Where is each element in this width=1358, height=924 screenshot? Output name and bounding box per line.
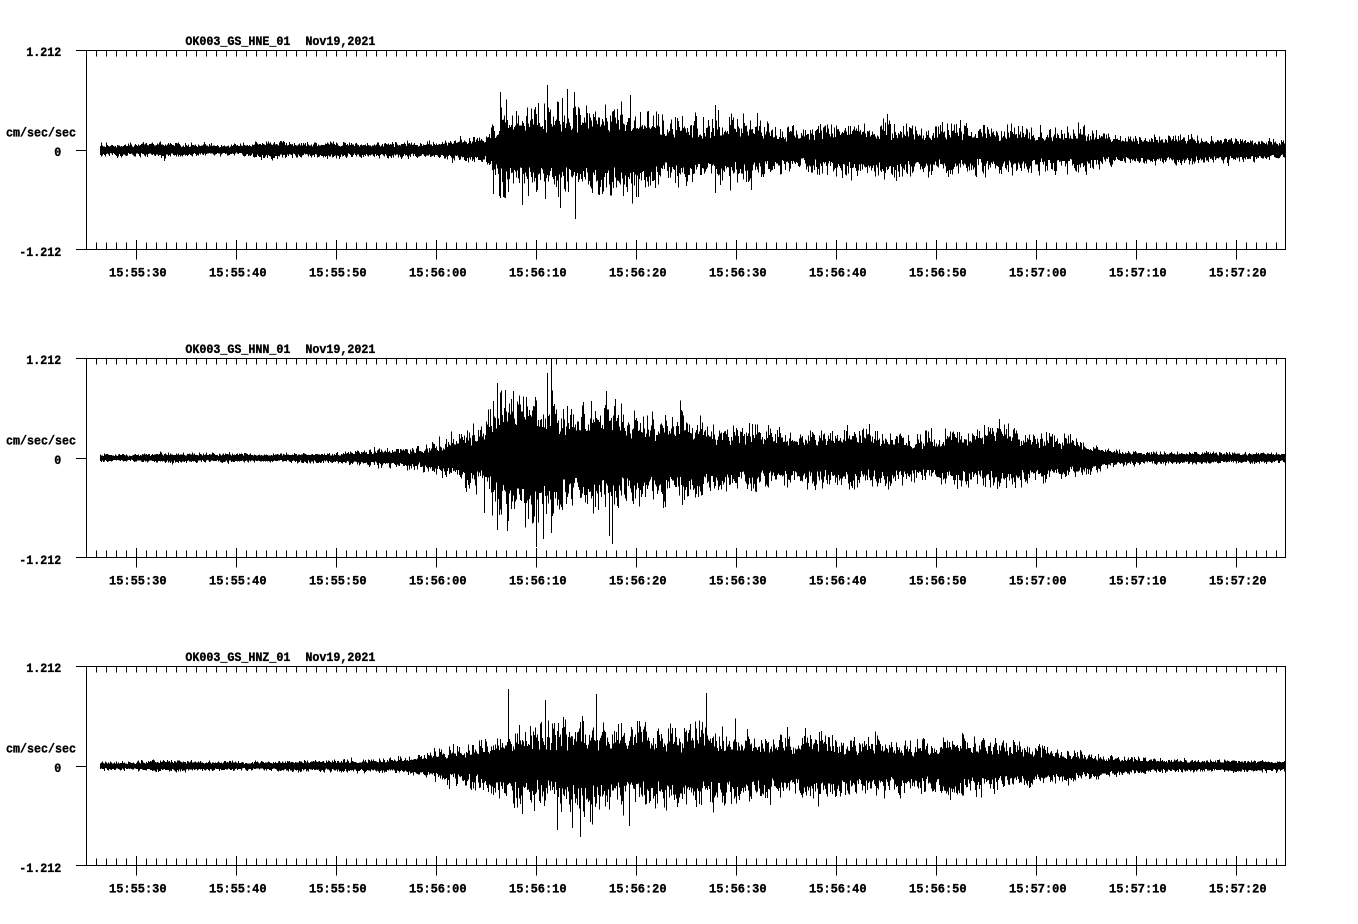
svg-text:15:56:00: 15:56:00 (409, 882, 467, 897)
svg-text:15:56:10: 15:56:10 (509, 266, 567, 281)
svg-text:15:55:50: 15:55:50 (309, 882, 367, 897)
svg-text:15:55:40: 15:55:40 (209, 882, 267, 897)
svg-text:15:56:10: 15:56:10 (509, 882, 567, 897)
svg-text:-1.212: -1.212 (19, 861, 61, 876)
svg-text:15:56:40: 15:56:40 (809, 266, 867, 281)
svg-text:0: 0 (54, 761, 61, 776)
svg-text:Nov19,2021: Nov19,2021 (305, 650, 375, 665)
svg-text:15:56:20: 15:56:20 (609, 574, 667, 589)
svg-text:15:55:40: 15:55:40 (209, 574, 267, 589)
svg-text:15:56:50: 15:56:50 (909, 266, 967, 281)
svg-text:15:55:50: 15:55:50 (309, 266, 367, 281)
svg-text:cm/sec/sec: cm/sec/sec (6, 433, 76, 448)
svg-text:15:57:10: 15:57:10 (1109, 266, 1167, 281)
svg-text:15:56:30: 15:56:30 (709, 574, 767, 589)
svg-text:15:55:30: 15:55:30 (109, 882, 167, 897)
svg-text:0: 0 (54, 145, 61, 160)
svg-text:15:56:50: 15:56:50 (909, 882, 967, 897)
svg-text:15:56:30: 15:56:30 (709, 266, 767, 281)
svg-text:15:57:20: 15:57:20 (1209, 266, 1267, 281)
svg-text:OK003_GS_HNZ_01: OK003_GS_HNZ_01 (185, 650, 290, 665)
svg-text:15:57:10: 15:57:10 (1109, 574, 1167, 589)
svg-text:15:57:20: 15:57:20 (1209, 882, 1267, 897)
svg-text:15:55:40: 15:55:40 (209, 266, 267, 281)
svg-text:15:56:50: 15:56:50 (909, 574, 967, 589)
svg-text:Nov19,2021: Nov19,2021 (305, 34, 375, 49)
svg-text:15:57:20: 15:57:20 (1209, 574, 1267, 589)
svg-text:-1.212: -1.212 (19, 245, 61, 260)
svg-text:15:56:10: 15:56:10 (509, 574, 567, 589)
svg-text:15:55:30: 15:55:30 (109, 574, 167, 589)
svg-text:15:55:50: 15:55:50 (309, 574, 367, 589)
svg-text:15:57:00: 15:57:00 (1009, 266, 1067, 281)
svg-text:15:56:00: 15:56:00 (409, 266, 467, 281)
svg-text:1.212: 1.212 (26, 45, 61, 60)
svg-text:cm/sec/sec: cm/sec/sec (6, 125, 76, 140)
svg-text:15:56:30: 15:56:30 (709, 882, 767, 897)
svg-text:15:56:20: 15:56:20 (609, 882, 667, 897)
svg-text:Nov19,2021: Nov19,2021 (305, 342, 375, 357)
svg-text:15:57:00: 15:57:00 (1009, 574, 1067, 589)
svg-text:15:56:20: 15:56:20 (609, 266, 667, 281)
svg-text:-1.212: -1.212 (19, 553, 61, 568)
svg-text:15:56:40: 15:56:40 (809, 882, 867, 897)
svg-text:1.212: 1.212 (26, 661, 61, 676)
svg-text:15:55:30: 15:55:30 (109, 266, 167, 281)
svg-text:OK003_GS_HNE_01: OK003_GS_HNE_01 (185, 34, 290, 49)
svg-text:15:57:00: 15:57:00 (1009, 882, 1067, 897)
svg-text:15:56:00: 15:56:00 (409, 574, 467, 589)
svg-text:15:57:10: 15:57:10 (1109, 882, 1167, 897)
svg-text:15:56:40: 15:56:40 (809, 574, 867, 589)
svg-text:1.212: 1.212 (26, 353, 61, 368)
svg-text:cm/sec/sec: cm/sec/sec (6, 741, 76, 756)
svg-text:0: 0 (54, 453, 61, 468)
svg-text:OK003_GS_HNN_01: OK003_GS_HNN_01 (185, 342, 290, 357)
